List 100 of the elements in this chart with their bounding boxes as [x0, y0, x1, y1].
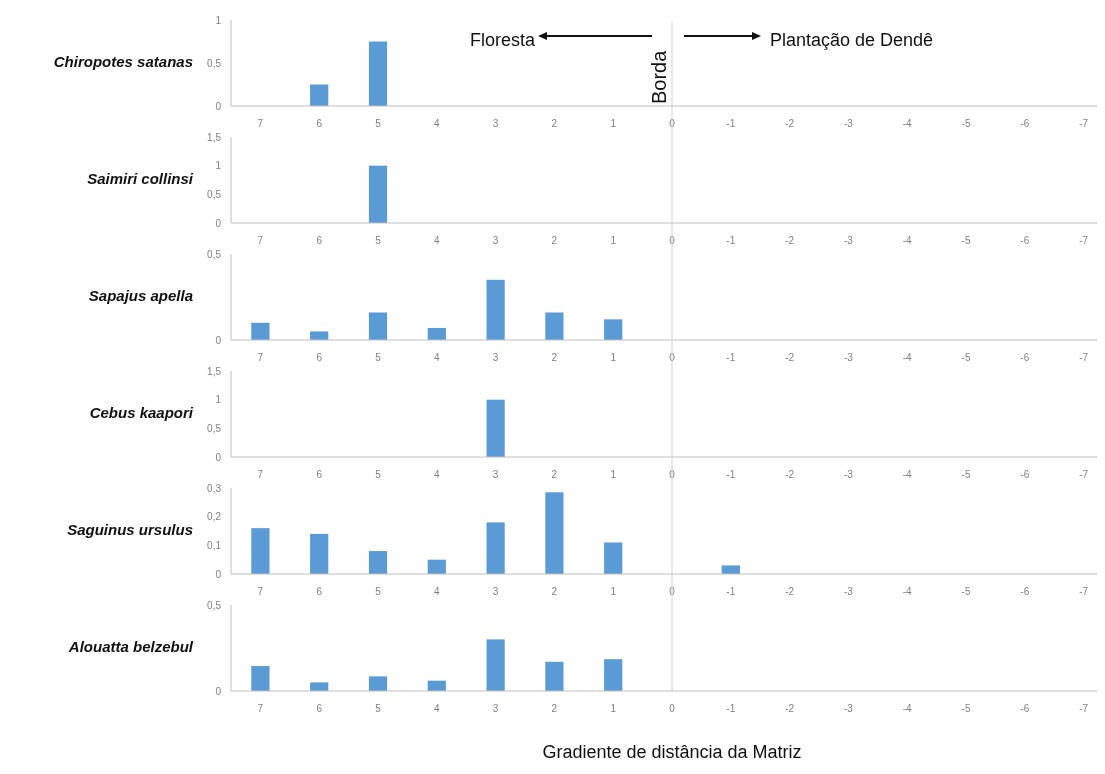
x-tick-label: -6 — [1020, 703, 1030, 714]
x-tick-label: -5 — [961, 469, 971, 480]
x-tick-label: 1 — [610, 703, 617, 714]
x-tick-label: 3 — [492, 703, 499, 714]
x-tick-label: 6 — [316, 352, 323, 363]
x-tick-label: 0 — [669, 469, 676, 480]
x-tick-label: -5 — [961, 235, 971, 246]
y-axis-title: Alouatta belzebul — [67, 638, 194, 656]
x-tick-label: 6 — [316, 586, 323, 597]
x-tick-label: -3 — [843, 352, 854, 363]
y-tick-label: 0,3 — [207, 482, 222, 494]
y-tick-label: 1,5 — [207, 131, 222, 143]
x-tick-label: -2 — [785, 235, 795, 246]
x-tick-label: -6 — [1020, 586, 1030, 597]
x-tick-label: -5 — [961, 703, 971, 714]
y-tick-label: 1 — [215, 14, 222, 26]
bar — [604, 659, 623, 691]
y-tick-label: 0,2 — [207, 511, 222, 523]
x-tick-label: 4 — [434, 118, 441, 129]
annotation: Floresta — [469, 30, 536, 50]
x-tick-label: 6 — [316, 469, 323, 480]
x-tick-label: -5 — [961, 118, 971, 129]
y-tick-label: 0 — [215, 217, 222, 229]
x-tick-label: 2 — [551, 118, 558, 129]
x-tick-label: -4 — [902, 586, 913, 597]
x-tick-label: 0 — [669, 586, 676, 597]
bar — [604, 542, 623, 574]
bar — [721, 565, 740, 574]
x-tick-label: -1 — [726, 469, 736, 480]
x-tick-label: 3 — [492, 235, 499, 246]
x-tick-label: -1 — [726, 235, 736, 246]
x-tick-label: -1 — [726, 118, 736, 129]
y-tick-label: 0 — [215, 451, 222, 463]
x-tick-label: 0 — [669, 352, 676, 363]
y-tick-label: 1 — [215, 160, 222, 172]
y-tick-label: 1 — [215, 394, 222, 406]
x-tick-label: -7 — [1079, 703, 1089, 714]
bar — [310, 533, 329, 574]
y-tick-label: 0,5 — [207, 188, 222, 200]
x-tick-label: -1 — [726, 352, 736, 363]
x-tick-label: 0 — [669, 118, 676, 129]
x-tick-label: -4 — [902, 352, 913, 363]
y-tick-label: 0 — [215, 100, 222, 112]
annotation: Plantação de Dendê — [770, 30, 934, 50]
bar — [368, 676, 388, 691]
x-tick-label: 4 — [434, 469, 441, 480]
bar — [310, 331, 329, 340]
bar — [545, 312, 564, 340]
bar — [310, 682, 329, 691]
x-tick-label: 3 — [492, 469, 499, 480]
x-tick-label: 2 — [551, 235, 558, 246]
x-tick-label: 6 — [316, 235, 323, 246]
bar — [427, 559, 446, 574]
bar — [368, 312, 388, 340]
y-axis-title: Chiropotes satanas — [53, 53, 193, 71]
x-tick-label: 4 — [434, 235, 441, 246]
y-tick-label: 0 — [215, 568, 222, 580]
x-tick-label: -5 — [961, 586, 971, 597]
x-tick-label: -4 — [902, 469, 913, 480]
x-tick-label: 4 — [434, 352, 441, 363]
x-tick-label: -3 — [843, 118, 854, 129]
bar — [486, 522, 505, 574]
x-tick-label: 5 — [375, 586, 382, 597]
y-tick-label: 0,5 — [207, 422, 222, 434]
x-tick-label: -1 — [726, 586, 736, 597]
bar — [545, 492, 564, 574]
y-tick-label: 0,5 — [207, 599, 222, 611]
x-tick-label: 2 — [551, 703, 558, 714]
x-tick-label: 7 — [257, 469, 264, 480]
bar — [251, 666, 270, 691]
x-tick-label: -2 — [785, 586, 795, 597]
x-tick-label: -2 — [785, 469, 795, 480]
y-axis-title: Saimiri collinsi — [87, 170, 194, 188]
x-tick-label: -7 — [1079, 469, 1089, 480]
x-tick-label: -5 — [961, 352, 971, 363]
x-tick-label: -7 — [1079, 586, 1089, 597]
x-tick-label: -7 — [1079, 235, 1089, 246]
x-tick-label: -7 — [1079, 352, 1089, 363]
x-tick-label: 3 — [492, 352, 499, 363]
bar — [427, 327, 446, 340]
y-tick-label: 0,1 — [207, 539, 222, 551]
x-tick-label: 1 — [610, 586, 617, 597]
x-tick-label: 1 — [610, 352, 617, 363]
x-tick-label: 7 — [257, 118, 264, 129]
bar — [368, 551, 388, 574]
x-tick-label: 3 — [492, 118, 499, 129]
x-tick-label: 7 — [257, 703, 264, 714]
x-tick-label: 7 — [257, 235, 264, 246]
x-tick-label: -1 — [726, 703, 736, 714]
x-tick-label: -3 — [843, 235, 854, 246]
bar — [604, 319, 623, 340]
x-tick-label: 5 — [375, 118, 382, 129]
x-tick-label: -6 — [1020, 352, 1030, 363]
x-tick-label: 2 — [551, 352, 558, 363]
y-tick-label: 0 — [215, 685, 222, 697]
x-axis-title: Gradiente de distância da Matriz — [542, 742, 802, 762]
x-tick-label: 0 — [669, 703, 676, 714]
y-axis-title: Cebus kaapori — [89, 404, 194, 422]
x-tick-label: 3 — [492, 586, 499, 597]
y-tick-label: 0,5 — [207, 57, 222, 69]
